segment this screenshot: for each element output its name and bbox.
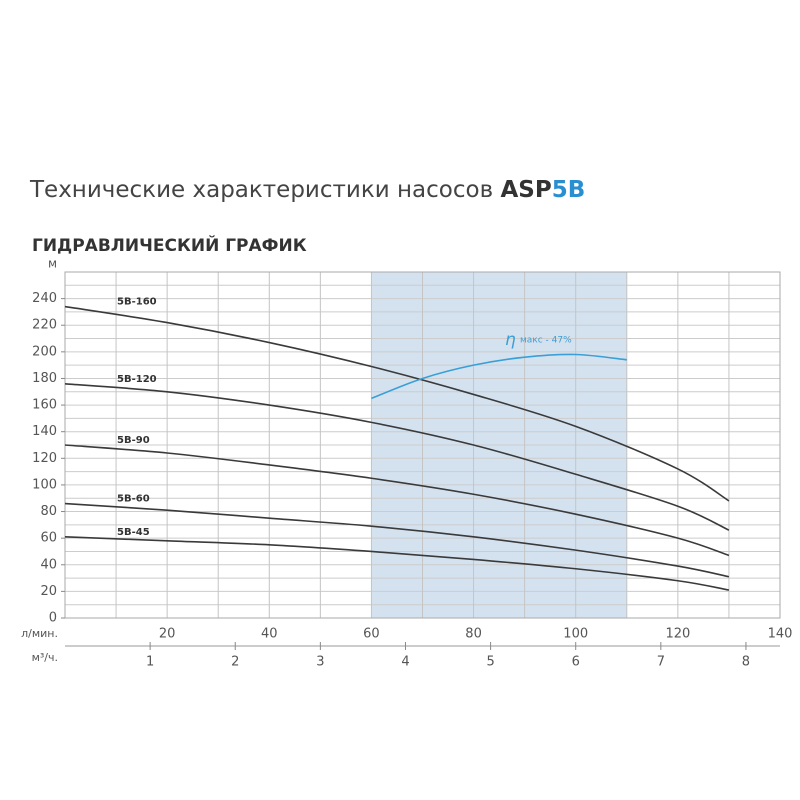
pump-curve [64, 536, 730, 591]
efficiency-curve [371, 353, 627, 400]
y-tick-label: 80 [40, 504, 57, 519]
y-tick-label: 20 [40, 584, 57, 599]
efficiency-symbol: η [505, 330, 516, 350]
x2-tick-label: 4 [401, 655, 409, 670]
pump-curve [64, 444, 730, 557]
y-tick-label: 140 [32, 424, 57, 439]
x2-tick-label: 7 [657, 655, 665, 670]
y-tick-label: 0 [49, 611, 57, 626]
curve-label: 5B-120 [117, 374, 157, 385]
curve-label: 5B-45 [117, 527, 150, 538]
x2-tick-label: 3 [316, 655, 324, 670]
curve-label: 5B-160 [117, 297, 157, 308]
y-tick-label: 180 [32, 371, 57, 386]
curve-label: 5B-60 [117, 494, 150, 505]
y-tick-label: 240 [32, 291, 57, 306]
pump-curve [64, 305, 730, 502]
x-tick-label: 40 [261, 627, 278, 642]
x-tick-label: 140 [768, 627, 793, 642]
x2-axis-label: м³/ч. [32, 651, 58, 664]
title-text: Технические характеристики насосов [29, 177, 493, 203]
title-model: 5B [552, 177, 586, 203]
x2-tick-label: 1 [146, 655, 154, 670]
x2-tick-label: 5 [486, 655, 494, 670]
y-tick-label: 40 [40, 557, 57, 572]
y-tick-label: 220 [32, 318, 57, 333]
y-tick-label: 100 [32, 477, 57, 492]
x2-tick-label: 6 [572, 655, 580, 670]
y-tick-label: 200 [32, 344, 57, 359]
x-tick-label: 20 [159, 627, 176, 642]
y-axis-label: м [48, 257, 57, 271]
title-brand: ASP [500, 177, 551, 203]
y-tick-label: 60 [40, 531, 57, 546]
x-tick-label: 100 [563, 627, 588, 642]
x-tick-label: 80 [465, 627, 482, 642]
y-tick-label: 160 [32, 398, 57, 413]
x-tick-label: 60 [363, 627, 380, 642]
chart-subtitle: ГИДРАВЛИЧЕСКИЙ ГРАФИК [32, 234, 307, 256]
x2-tick-label: 2 [231, 655, 239, 670]
curve-label: 5B-90 [117, 435, 150, 446]
y-tick-label: 120 [32, 451, 57, 466]
x-tick-label: 120 [665, 627, 690, 642]
chart-title: Технические характеристики насосов ASP5B [29, 177, 585, 203]
efficiency-label: макс - 47% [520, 336, 572, 346]
pump-curve [64, 382, 730, 531]
x2-tick-label: 8 [742, 655, 750, 670]
x-axis-label: л/мин. [21, 627, 58, 640]
pump-curve [64, 502, 730, 578]
